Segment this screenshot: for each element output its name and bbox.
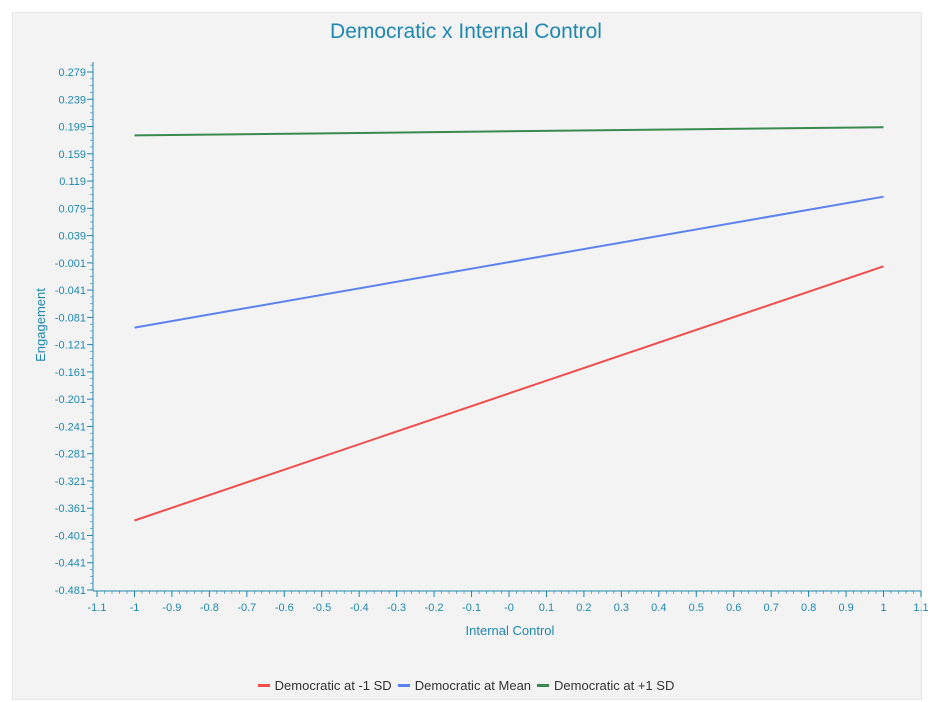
legend-swatch [397, 684, 410, 687]
x-tick-label: 0.2 [576, 602, 591, 614]
x-tick-label: -0.5 [312, 602, 331, 614]
x-tick-label: -0.1 [462, 602, 481, 614]
y-tick-label: 0.119 [59, 176, 86, 188]
legend-item-1: Democratic at -1 SD [257, 678, 392, 693]
y-tick-label: -0.481 [55, 585, 86, 597]
x-tick-label: 0.6 [726, 602, 741, 614]
chart-panel [12, 12, 922, 700]
y-tick-label: 0.199 [58, 122, 86, 134]
y-tick-label: -0.001 [55, 258, 86, 270]
legend-item-3: Democratic at +1 SD [537, 678, 674, 693]
y-tick-label: -0.161 [55, 367, 86, 379]
legend-label: Democratic at Mean [414, 678, 532, 693]
legend-label: Democratic at -1 SD [274, 678, 392, 693]
x-axis: -1.1 -1 -0.9 -0.8 -0.7 -0.6 -0.5 -0.4 -0.3 -0.2 -0… [88, 590, 929, 614]
x-tick-label: 0.7 [764, 602, 779, 614]
x-tick-label: -1 [130, 602, 140, 614]
legend: Democratic at -1 SD Democratic at Mean Dem… [0, 675, 932, 693]
y-tick-label: -0.041 [55, 285, 86, 297]
y-tick-label: -0.441 [55, 558, 86, 570]
x-tick-label: -0.9 [162, 602, 181, 614]
y-tick-label: -0.361 [55, 503, 86, 515]
y-axis: 0.279 0.239 0.199 0.159 0.119 0.079 0.039 -0.00… [55, 62, 94, 597]
x-tick-label: 0.3 [614, 602, 629, 614]
chart-title: Democratic x Internal Control [330, 20, 602, 43]
x-tick-label: -0.7 [237, 602, 256, 614]
x-tick-label: -0.4 [350, 602, 369, 614]
y-tick-label: -0.201 [55, 394, 86, 406]
legend-item-2: Democratic at Mean [397, 678, 532, 693]
x-tick-label: 0.9 [838, 602, 853, 614]
y-tick-label: -0.121 [55, 340, 86, 352]
x-tick-label: 0.4 [651, 602, 666, 614]
y-tick-label: -0.401 [55, 530, 86, 542]
y-tick-label: -0.241 [55, 421, 86, 433]
series-line-3 [134, 126, 884, 137]
x-tick-label: -0.8 [200, 602, 219, 614]
x-tick-label: 1.1 [913, 602, 928, 614]
x-tick-label: -0.3 [387, 602, 406, 614]
legend-label: Democratic at +1 SD [554, 678, 675, 693]
series-line-2 [134, 195, 884, 329]
x-tick-label: 0.1 [539, 602, 554, 614]
x-axis-label: Internal Control [466, 623, 555, 638]
series-lines [134, 126, 884, 522]
legend-swatch [537, 684, 550, 687]
x-tick-label: -0.2 [425, 602, 444, 614]
y-tick-label: 0.279 [58, 67, 86, 79]
legend-swatch [257, 684, 270, 687]
x-tick-label: 0.8 [801, 602, 816, 614]
y-tick-label: 0.039 [58, 231, 86, 243]
y-axis-label: Engagement [33, 288, 48, 362]
y-tick-label: 0.079 [58, 203, 86, 215]
x-tick-label: -0 [504, 602, 514, 614]
y-tick-label: -0.321 [55, 476, 86, 488]
y-tick-label: 0.239 [58, 94, 86, 106]
x-tick-label: 1 [880, 602, 886, 614]
series-line-1 [134, 265, 884, 522]
y-tick-label: -0.081 [55, 312, 86, 324]
x-tick-label: -0.6 [275, 602, 294, 614]
y-tick-label: -0.281 [55, 449, 86, 461]
x-tick-label: 0.5 [689, 602, 704, 614]
x-tick-label: -1.1 [88, 602, 107, 614]
y-tick-label: 0.159 [58, 149, 86, 161]
